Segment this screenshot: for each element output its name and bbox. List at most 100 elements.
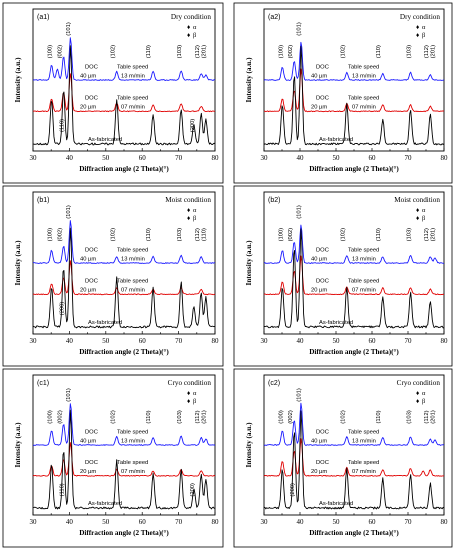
hkl-label: (100) xyxy=(48,410,54,424)
x-tick-label: 60 xyxy=(369,518,377,526)
x-tick-label: 40 xyxy=(297,154,305,162)
legend-beta-label: β xyxy=(193,398,196,405)
depth-label: 20 µm xyxy=(311,469,327,475)
hkl-label: (100) xyxy=(278,45,284,59)
x-axis-label: Diffraction angle (2 Theta)(°) xyxy=(309,529,399,537)
series-line-1 xyxy=(263,224,445,264)
x-tick-label: 50 xyxy=(333,337,341,345)
depth-label: 40 µm xyxy=(80,438,96,444)
depth-label: 20 µm xyxy=(311,288,327,294)
hkl-label: (100) xyxy=(278,228,284,242)
doc-label: DOC xyxy=(316,429,329,435)
y-axis-label: Intensity (a.u.) xyxy=(245,57,253,103)
hkl-label: (101) xyxy=(297,22,303,36)
as-fabricated-label: As-fabricated xyxy=(88,320,122,326)
speed-value: 13 m/min xyxy=(352,438,376,444)
x-tick-label: 70 xyxy=(175,154,183,162)
doc-label: DOC xyxy=(85,460,98,466)
legend-alpha-label: α xyxy=(422,24,426,31)
doc-label: DOC xyxy=(85,429,98,435)
x-axis-label: Diffraction angle (2 Theta)(°) xyxy=(309,348,399,356)
hkl-label: (201) xyxy=(431,45,437,59)
hkl-label: (201) xyxy=(431,410,437,424)
legend-alpha-label: α xyxy=(422,207,426,214)
hkl-label: (102) xyxy=(111,228,117,242)
x-tick-label: 30 xyxy=(261,154,269,162)
x-axis-label: Diffraction angle (2 Theta)(°) xyxy=(79,348,169,356)
speed-value: 07 m/min xyxy=(352,105,376,111)
x-tick-label: 70 xyxy=(405,518,413,526)
legend-alpha-marker: ♦ xyxy=(187,24,191,31)
speed-value: 13 m/min xyxy=(352,73,376,79)
condition-label: Dry condition xyxy=(171,13,212,21)
panel-a1: 30 40 50 60 70 80 Diffraction angle (2 Theta)(… xyxy=(2,2,224,184)
hkl-label: (103) xyxy=(407,45,413,59)
hkl-label: (112) xyxy=(424,410,430,423)
panel-frame xyxy=(2,368,224,548)
x-tick-label: 50 xyxy=(333,518,341,526)
condition-label: Moist condition xyxy=(394,196,440,204)
hkl-label: (103) xyxy=(177,410,183,424)
hkl-label: (200) xyxy=(290,483,296,497)
hkl-label: (112) xyxy=(195,228,201,241)
x-tick-label: 30 xyxy=(30,337,38,345)
hkl-label: (101) xyxy=(66,388,72,402)
speed-label: Table speed xyxy=(348,96,379,102)
legend-alpha-label: α xyxy=(193,24,197,31)
hkl-label: (102) xyxy=(341,228,347,242)
legend-beta-label: β xyxy=(422,215,425,222)
speed-label: Table speed xyxy=(348,429,379,435)
speed-value: 07 m/min xyxy=(121,469,145,475)
y-axis-label: Intensity (a.u.) xyxy=(245,422,253,468)
x-axis-label: Diffraction angle (2 Theta)(°) xyxy=(309,165,399,173)
legend-alpha-label: α xyxy=(193,207,197,214)
series-line-3 xyxy=(32,227,216,329)
x-tick-label: 40 xyxy=(297,518,305,526)
hkl-label: (110) xyxy=(376,228,382,241)
as-fabricated-label: As-fabricated xyxy=(319,320,353,326)
hkl-label: (201) xyxy=(202,45,208,59)
speed-label: Table speed xyxy=(348,279,379,285)
x-tick-label: 40 xyxy=(66,337,74,345)
depth-label: 20 µm xyxy=(80,469,96,475)
speed-label: Table speed xyxy=(348,460,379,466)
legend-beta-marker: ♦ xyxy=(187,215,191,222)
x-tick-label: 50 xyxy=(333,154,341,162)
y-axis-label: Intensity (a.u.) xyxy=(14,240,22,286)
legend-beta-marker: ♦ xyxy=(187,32,191,39)
x-tick-label: 50 xyxy=(102,337,110,345)
hkl-label: (110) xyxy=(60,119,66,132)
panel-c2: 30 40 50 60 70 80 Diffraction angle (2 Theta)(… xyxy=(233,368,453,548)
y-axis-label: Intensity (a.u.) xyxy=(14,422,22,468)
hkl-label: (110) xyxy=(146,228,152,241)
x-tick-label: 80 xyxy=(212,518,220,526)
series-line-3 xyxy=(32,45,216,146)
legend-alpha-label: α xyxy=(422,390,426,397)
legend-beta-marker: ♦ xyxy=(187,398,191,405)
speed-value: 07 m/min xyxy=(121,288,145,294)
hkl-label: (102) xyxy=(341,45,347,59)
x-tick-label: 30 xyxy=(261,518,269,526)
y-axis-label: Intensity (a.u.) xyxy=(245,240,253,286)
hkl-label: (101) xyxy=(297,388,303,402)
condition-label: Cryo condition xyxy=(397,379,441,387)
hkl-label: (002) xyxy=(57,228,63,242)
condition-label: Cryo condition xyxy=(168,379,212,387)
panel-b1: 30 40 50 60 70 80 Diffraction angle (2 Theta)(… xyxy=(2,185,224,367)
hkl-label: (102) xyxy=(341,410,347,424)
hkl-label: (200) xyxy=(190,119,196,133)
doc-label: DOC xyxy=(316,279,329,285)
speed-label: Table speed xyxy=(117,279,148,285)
series-line-2 xyxy=(263,255,445,296)
as-fabricated-label: As-fabricated xyxy=(319,501,353,507)
hkl-label: (101) xyxy=(297,205,303,219)
doc-label: DOC xyxy=(85,96,98,102)
x-tick-label: 30 xyxy=(30,518,38,526)
panel-label: (a1) xyxy=(37,14,49,21)
speed-value: 07 m/min xyxy=(121,105,145,111)
condition-label: Dry condition xyxy=(400,13,441,21)
x-tick-label: 40 xyxy=(66,154,74,162)
doc-label: DOC xyxy=(316,247,329,253)
x-tick-label: 80 xyxy=(212,337,220,345)
hkl-label: (200) xyxy=(60,302,66,316)
